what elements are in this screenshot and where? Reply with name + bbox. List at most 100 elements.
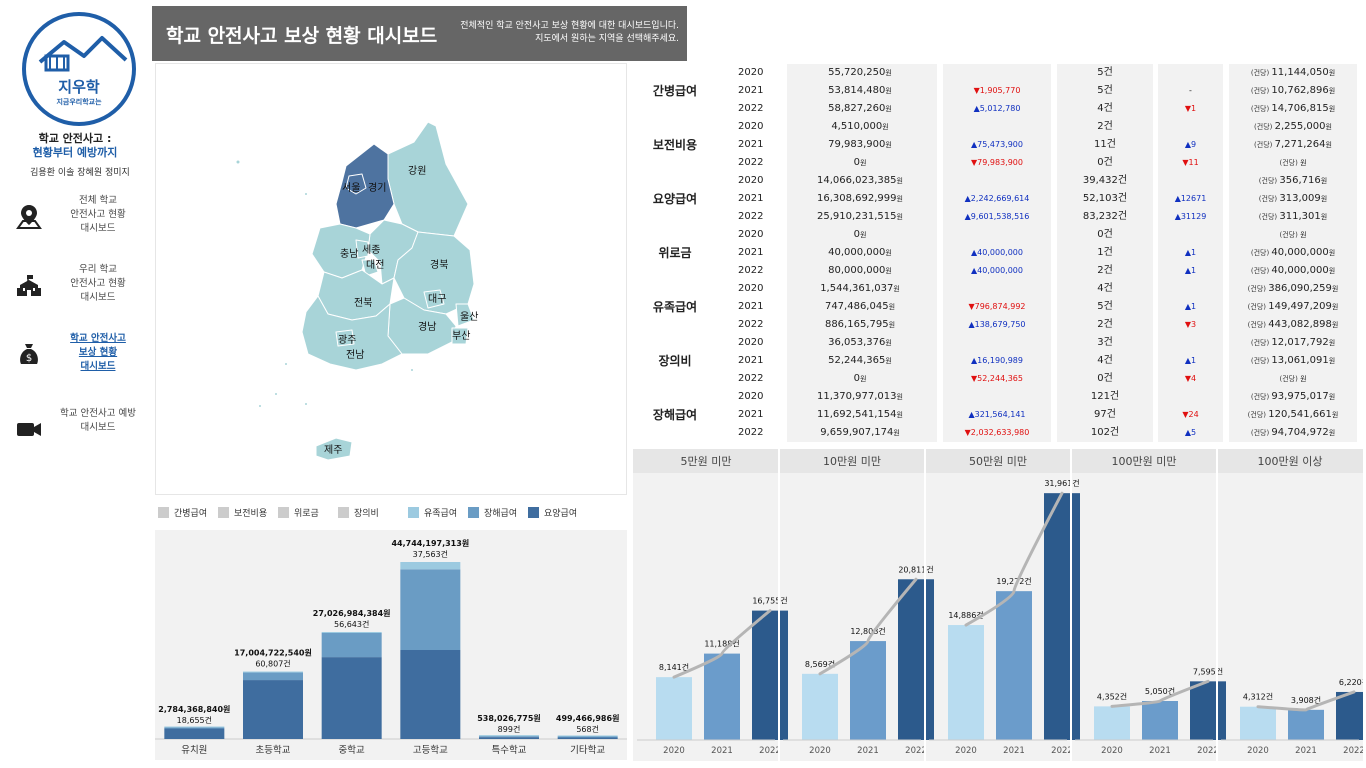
table-year: 2022 xyxy=(738,427,764,438)
region-sejong[interactable] xyxy=(355,239,369,259)
amount-bar[interactable] xyxy=(1044,493,1080,740)
school-bar-segment[interactable] xyxy=(400,569,461,650)
table-amount-delta: ▲16,190,989 xyxy=(971,356,1023,365)
amount-bar[interactable] xyxy=(656,677,692,740)
region-daejeon[interactable] xyxy=(361,259,379,277)
korea-map-svg[interactable]: 서울 경기 강원 충남 세종 대전 경북 전북 대구 울산 경남 부산 광주 전… xyxy=(156,64,626,494)
amount-year-label: 2020 xyxy=(955,746,977,756)
amount-bar[interactable] xyxy=(802,673,838,740)
table-amount-value: 11,370,977,013 xyxy=(817,391,897,402)
school-bar-segment[interactable] xyxy=(321,632,382,658)
amount-year-label: 2022 xyxy=(905,746,927,756)
table-count: 121건 xyxy=(1090,391,1120,402)
sidebar-members: 김용환 이솔 장혜원 정미지 xyxy=(30,168,130,178)
table-per-case: (건당) 7,271,264원 xyxy=(1229,136,1357,154)
school-bar-segment[interactable] xyxy=(164,726,225,728)
region-gwangju[interactable] xyxy=(335,329,355,347)
nav-item-prevention[interactable]: 학교 안전사고 예방 대시보드 xyxy=(10,405,145,459)
amount-year-label: 2021 xyxy=(1149,746,1171,756)
school-bar-segment[interactable] xyxy=(557,737,618,739)
amount-bar[interactable] xyxy=(1094,706,1130,740)
table-year: 2020 xyxy=(738,337,764,348)
school-bar-segment[interactable] xyxy=(400,650,461,739)
nav-item-overall[interactable]: 전체 학교 안전사고 현황 대시보드 xyxy=(10,192,145,246)
table-per-case-unit: 원 xyxy=(1320,213,1328,221)
school-category-label: 중학교 xyxy=(339,745,365,756)
amount-year-label: 2022 xyxy=(1197,746,1219,756)
amount-bar[interactable] xyxy=(948,625,984,740)
map-label-jeju: 제주 xyxy=(324,444,342,456)
school-bar-segment[interactable] xyxy=(243,671,303,673)
table-amount-value: 58,827,260 xyxy=(828,103,886,114)
table-per-case-prefix: (건당) xyxy=(1250,249,1272,257)
amount-year-label: 2022 xyxy=(759,746,781,756)
logo[interactable]: 지우학 지금우리학교는 xyxy=(22,12,136,126)
table-column-background xyxy=(1057,64,1153,442)
table-per-case-prefix: (건당) xyxy=(1247,321,1269,329)
amount-bar[interactable] xyxy=(1240,706,1276,740)
region-ulsan[interactable] xyxy=(455,303,475,327)
amount-bar[interactable] xyxy=(752,610,788,740)
school-bar-segment[interactable] xyxy=(479,737,539,739)
amount-bar[interactable] xyxy=(1288,709,1324,740)
amount-bar-label: 20,811건 xyxy=(898,564,933,574)
table-amount: 0원 xyxy=(787,154,933,172)
table-per-case-prefix: (건당) xyxy=(1254,123,1275,131)
region-busan[interactable] xyxy=(451,327,469,345)
school-bar-segment[interactable] xyxy=(243,680,303,739)
amount-bar-label: 14,886건 xyxy=(948,610,983,620)
school-bar-segment[interactable] xyxy=(164,728,225,739)
table-count: 0건 xyxy=(1097,229,1113,240)
school-bar-segment[interactable] xyxy=(321,631,382,633)
table-year: 2020 xyxy=(738,283,764,294)
amount-bar[interactable] xyxy=(996,591,1032,740)
school-bar-segment[interactable] xyxy=(557,735,618,737)
school-bar-segment[interactable] xyxy=(164,727,225,729)
legend-label: 위로금 xyxy=(294,509,319,519)
table-year: 2021 xyxy=(738,85,764,96)
table-amount-unit: 원 xyxy=(893,429,900,437)
table-amount-delta: ▲75,473,900 xyxy=(971,140,1023,149)
amount-bar[interactable] xyxy=(898,579,934,740)
region-seoul[interactable] xyxy=(345,173,367,195)
amount-year-label: 2021 xyxy=(857,746,879,756)
panel-title: 5만원 미만 xyxy=(681,455,732,468)
school-bar-segment[interactable] xyxy=(479,735,539,737)
table-year: 2021 xyxy=(738,139,764,150)
table-count: 4건 xyxy=(1097,103,1113,114)
table-amount-unit: 원 xyxy=(885,357,892,365)
table-count-delta: ▲31129 xyxy=(1174,212,1207,221)
region-jeju[interactable] xyxy=(315,437,353,461)
table-year: 2022 xyxy=(738,103,764,114)
amount-year-label: 2020 xyxy=(663,746,685,756)
amount-year-label: 2022 xyxy=(1051,746,1073,756)
amount-bar[interactable] xyxy=(1142,700,1178,740)
table-per-case-value: 313,009 xyxy=(1279,193,1321,204)
table-count-delta: ▼11 xyxy=(1182,158,1199,167)
table-count-delta: - xyxy=(1189,86,1192,95)
table-amount: 25,910,231,515원 xyxy=(787,208,933,226)
korea-map[interactable]: 서울 경기 강원 충남 세종 대전 경북 전북 대구 울산 경남 부산 광주 전… xyxy=(155,63,627,495)
sidebar-title-line1: 학교 안전사고 : xyxy=(38,132,112,145)
amount-bar[interactable] xyxy=(704,653,740,740)
table-amount-value: 14,066,023,385 xyxy=(817,175,897,186)
amount-bar[interactable] xyxy=(1190,681,1226,740)
school-bar-segment[interactable] xyxy=(243,672,303,681)
school-bar-segment[interactable] xyxy=(321,657,382,739)
table-amount: 58,827,260원 xyxy=(787,100,933,118)
nav-item-our-school[interactable]: 우리 학교 안전사고 현황 대시보드 xyxy=(10,261,145,315)
table-amount: 53,814,480원 xyxy=(787,82,933,100)
region-daegu[interactable] xyxy=(423,289,445,309)
table-per-case-value: 2,255,000 xyxy=(1274,121,1326,132)
region-gangwon[interactable] xyxy=(387,121,469,237)
table-per-case: (건당) 10,762,896원 xyxy=(1229,82,1357,100)
school-bar-segment[interactable] xyxy=(400,562,461,570)
table-year: 2022 xyxy=(738,157,764,168)
money-bag-icon: $ xyxy=(20,344,38,364)
amount-bar[interactable] xyxy=(850,641,886,740)
table-amount-value: 1,544,361,037 xyxy=(820,283,894,294)
nav-item-compensation[interactable]: $ 학교 안전사고 보상 현황 대시보드 xyxy=(10,330,145,384)
school-bar-segment[interactable] xyxy=(557,736,618,738)
school-bar-segment[interactable] xyxy=(479,736,539,738)
amount-bar[interactable] xyxy=(1336,691,1366,740)
